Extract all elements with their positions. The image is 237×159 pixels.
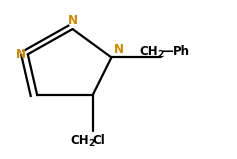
Text: Cl: Cl [92, 134, 105, 147]
Text: CH: CH [140, 45, 158, 58]
Text: Ph: Ph [173, 45, 190, 58]
Text: 2: 2 [88, 139, 94, 148]
Text: N: N [68, 14, 77, 27]
Text: N: N [114, 43, 124, 56]
Text: N: N [15, 48, 25, 61]
Text: 2: 2 [157, 50, 164, 59]
Text: —: — [162, 45, 173, 58]
Text: CH: CH [70, 134, 89, 147]
